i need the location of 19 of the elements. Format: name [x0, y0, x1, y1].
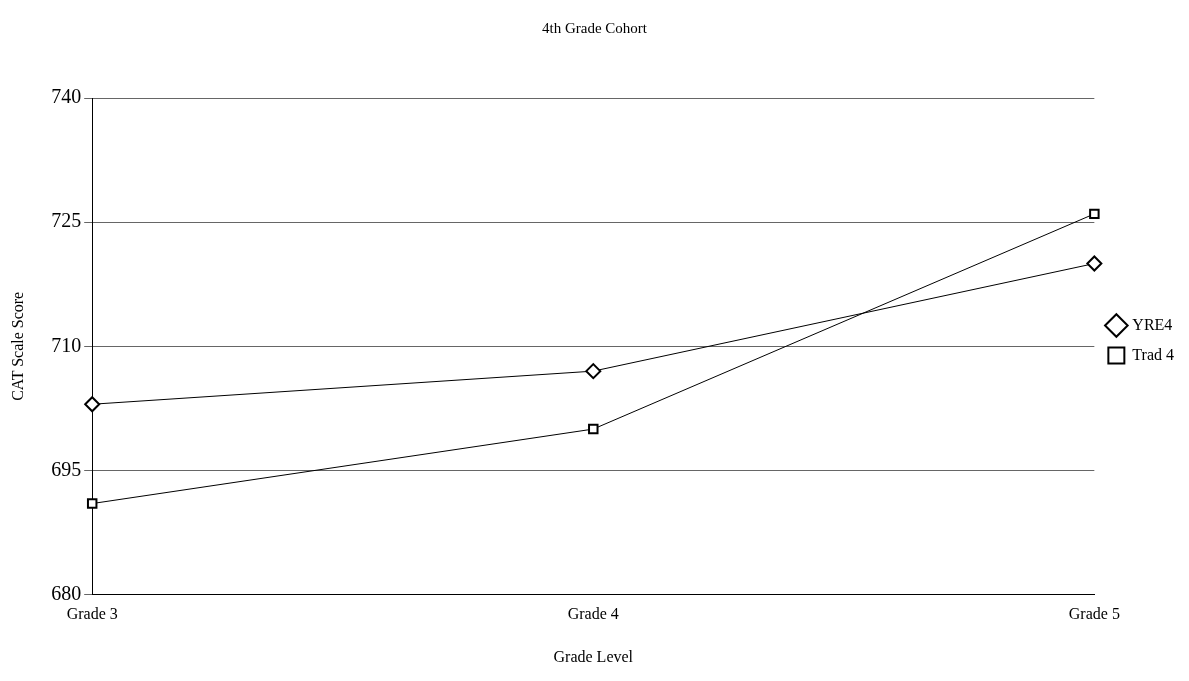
x-tick-label: Grade 5	[1068, 605, 1120, 623]
legend-label: YRE4	[1132, 315, 1173, 333]
y-tick-label: 695	[51, 457, 82, 480]
y-axis-title: CAT Scale Score	[8, 291, 26, 401]
point	[86, 498, 98, 509]
x-tick-label: Grade 3	[66, 605, 118, 623]
y-tick-label: 710	[51, 333, 82, 356]
y-tick-label: 680	[51, 581, 82, 604]
chart-title: 4th Grade Cohort	[542, 19, 648, 36]
x-tick-label: Grade 4	[567, 605, 619, 623]
x-axis-title: Grade Level	[553, 647, 634, 665]
point	[84, 396, 101, 413]
point	[588, 423, 599, 435]
y-tick-label: 740	[51, 85, 82, 108]
point	[1086, 255, 1103, 272]
y-tick-label: 725	[51, 209, 82, 232]
point	[585, 363, 602, 380]
legend-label: Trad 4	[1132, 345, 1174, 363]
point	[1089, 208, 1100, 220]
